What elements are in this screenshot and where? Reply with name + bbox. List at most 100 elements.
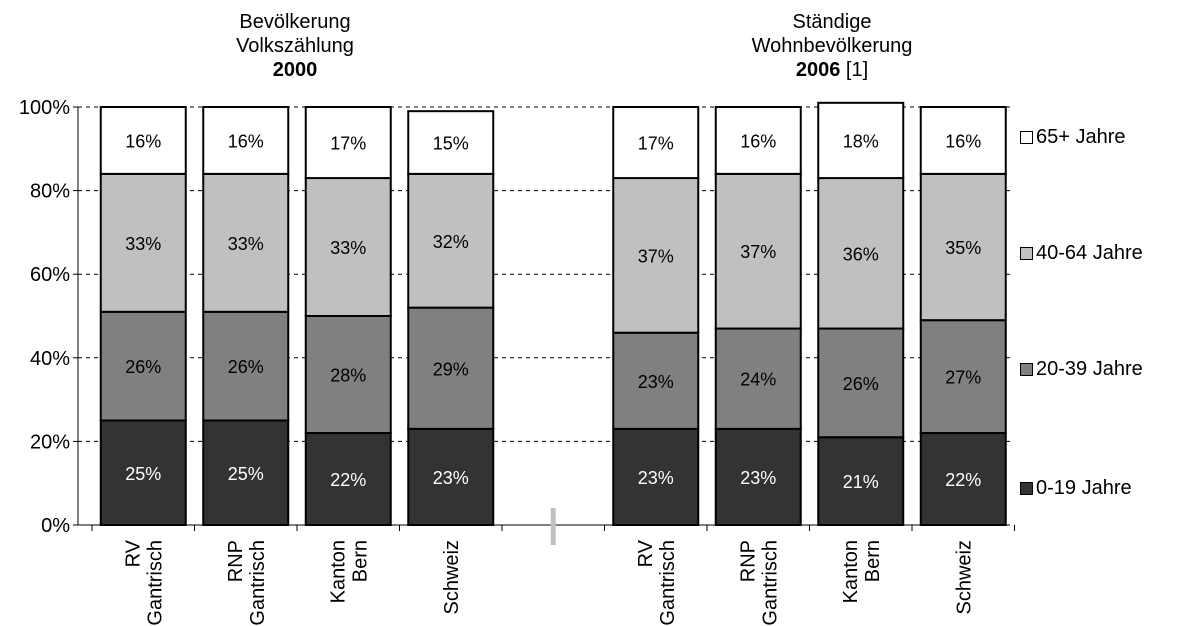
data-label: 27% [945,368,981,388]
bar-segment [817,101,905,180]
data-label: 33% [125,234,161,254]
data-label: 36% [843,244,879,264]
x-category-label: RV [122,539,144,567]
legend-swatch [1020,247,1033,260]
x-category-label: Gantrisch [247,540,269,626]
data-label: 37% [740,242,776,262]
bar-segment [714,172,802,330]
legend-item-20-39: 20-39 Jahre [1020,357,1143,381]
bar-segment [612,177,700,334]
legend-label: 65+ Jahre [1036,126,1126,148]
bar-segment [612,106,700,180]
y-tick-label: 0% [41,515,70,537]
data-label: 23% [638,468,674,488]
bar-segment [202,419,290,526]
x-category-label: Bern [862,540,884,582]
legend-item-0-19: 0-19 Jahre [1020,476,1132,500]
bar-segment [817,436,905,526]
data-label: 28% [330,366,366,386]
data-label: 16% [945,131,981,151]
bar-segment [919,172,1007,322]
x-category-label: Gantrisch [144,540,166,626]
bar-segment [99,310,187,422]
data-label: 33% [330,238,366,258]
bar-segment [612,427,700,526]
y-tick-label: 20% [30,431,70,453]
data-label: 17% [330,134,366,154]
bar-segment [202,106,290,175]
bar-segment [202,310,290,422]
legend-swatch [1020,482,1033,495]
data-label: 17% [638,134,674,154]
data-label: 16% [740,131,776,151]
data-label: 26% [228,357,264,377]
x-category-label: Kanton [840,540,862,603]
group-separator [550,508,556,545]
legend-label: 0-19 Jahre [1036,477,1132,499]
y-tick-label: 80% [30,181,70,203]
x-category-label: Schweiz [953,540,975,614]
bar-segment [817,327,905,439]
data-label: 23% [638,372,674,392]
bar-segment [304,432,392,527]
group-title-year: 2000 [272,59,318,81]
x-category-label: Bern [349,540,371,582]
group-title-note: [1] [840,59,869,81]
x-category-label: RNP [225,540,247,582]
data-label: 24% [740,370,776,390]
data-label: 25% [228,464,264,484]
bar-segment [714,327,802,430]
x-category-label: Gantrisch [759,540,781,626]
x-category-label: Schweiz [441,540,463,614]
bar-segment [99,106,187,175]
legend-item-40-64: 40-64 Jahre [1020,241,1143,265]
bar-segment [202,172,290,313]
data-label: 23% [740,468,776,488]
bar-segment [407,110,495,175]
data-label: 22% [330,470,366,490]
bar-segment [817,177,905,330]
y-tick-label: 60% [30,264,70,286]
data-label: 32% [433,232,469,252]
group-title-2000: Bevölkerung Volkszählung 2000 [195,10,395,82]
bar-segment [304,106,392,180]
data-label: 18% [843,131,879,151]
group-title-line: Bevölkerung [239,11,351,33]
y-tick-label: 40% [30,348,70,370]
x-category-label: RV [635,539,657,567]
legend-label: 40-64 Jahre [1036,242,1143,264]
bar-segment [99,172,187,313]
group-title-line: Wohnbevölkerung [751,35,913,57]
group-title-2006: Ständige Wohnbevölkerung 2006 [1] [712,10,952,82]
x-category-label: Kanton [327,540,349,603]
data-label: 35% [945,238,981,258]
bar-segment [304,315,392,435]
group-title-line: Volkszählung [236,35,354,57]
bar-segment [919,432,1007,527]
legend-swatch [1020,363,1033,376]
y-tick-label: 100% [19,97,70,119]
bar-segment [714,106,802,175]
legend-item-65plus: 65+ Jahre [1020,125,1126,149]
x-category-label: Gantrisch [657,540,679,626]
data-label: 33% [228,234,264,254]
data-label: 21% [843,472,879,492]
bar-segment [407,427,495,526]
x-category-label: RNP [737,540,759,582]
data-label: 29% [433,359,469,379]
legend-label: 20-39 Jahre [1036,358,1143,380]
data-label: 15% [433,134,469,154]
legend-swatch [1020,131,1033,144]
data-label: 16% [125,131,161,151]
data-label: 26% [125,357,161,377]
data-label: 26% [843,374,879,394]
data-label: 22% [945,470,981,490]
bar-segment [919,106,1007,175]
bar-segment [99,419,187,526]
data-label: 25% [125,464,161,484]
data-label: 23% [433,468,469,488]
group-title-year: 2006 [795,59,841,81]
data-label: 16% [228,131,264,151]
